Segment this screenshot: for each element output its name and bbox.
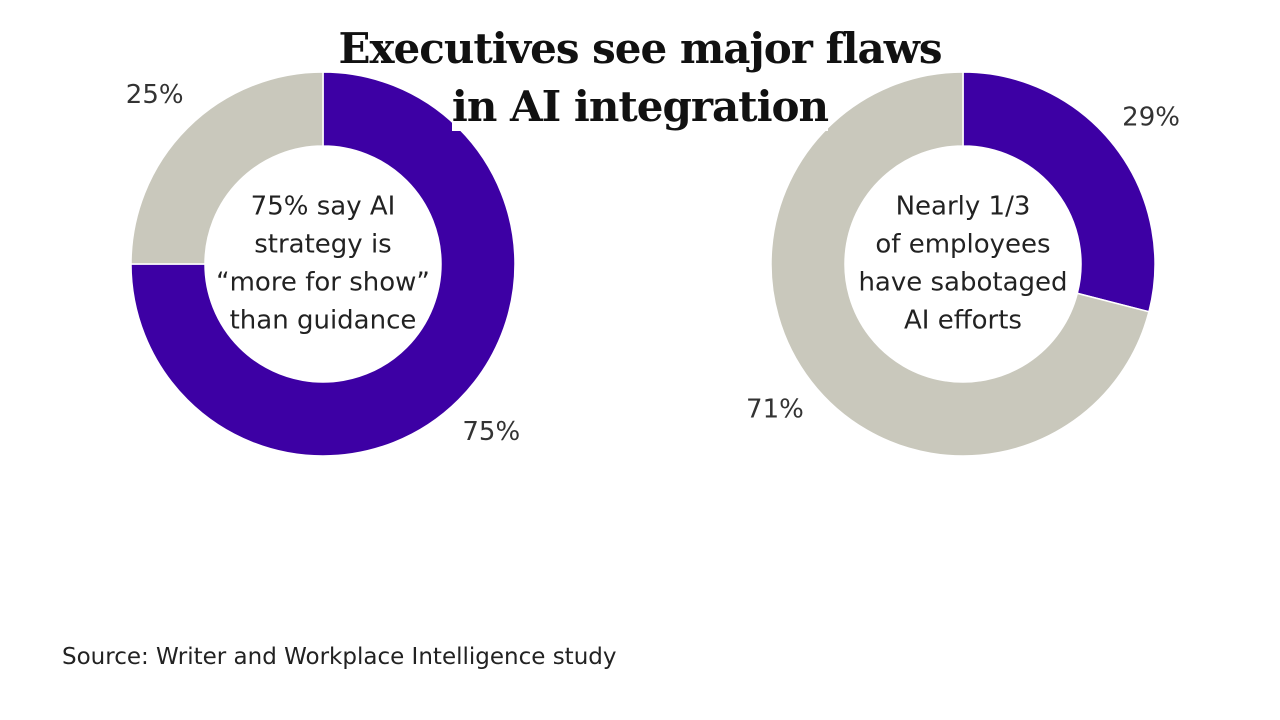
data-label: 71% xyxy=(746,394,804,424)
data-label: 29% xyxy=(1122,103,1180,133)
center-annotation: “more for show” xyxy=(216,268,430,298)
donut-segment xyxy=(130,71,516,457)
donut-segment xyxy=(962,71,1156,313)
center-annotation: strategy is xyxy=(254,230,391,260)
center-annotation: Nearly 1/3 xyxy=(896,192,1031,222)
data-label: 75% xyxy=(462,417,520,447)
chart-title: Executives see major flaws in AI integra… xyxy=(320,20,960,136)
chart-title-text: Executives see major flaws in AI integra… xyxy=(338,24,943,131)
center-annotation: than guidance xyxy=(230,306,417,336)
donut-segment xyxy=(130,71,324,265)
center-annotation: AI efforts xyxy=(904,306,1022,336)
data-label: 25% xyxy=(126,80,184,110)
source-note: Source: Writer and Workplace Intelligenc… xyxy=(62,644,617,670)
donut-segment xyxy=(770,71,1150,457)
center-annotation: 75% say AI xyxy=(251,192,396,222)
center-annotation: of employees xyxy=(875,230,1050,260)
center-annotation: have sabotaged xyxy=(858,268,1067,298)
